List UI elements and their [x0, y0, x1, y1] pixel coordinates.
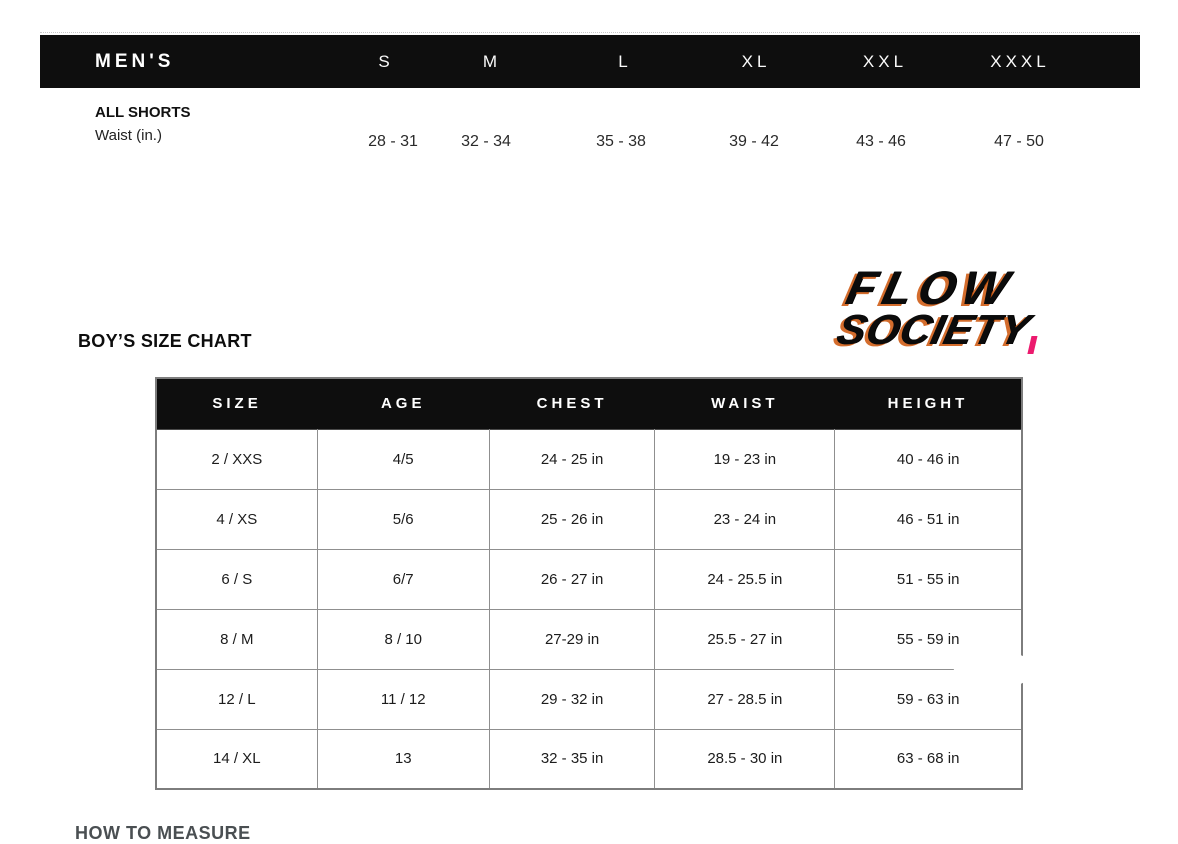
mens-size-bar: MEN'S S M L XL XXL XXXL: [40, 35, 1140, 88]
waist-in-label: Waist (in.): [95, 127, 162, 144]
cell-size: 2 / XXS: [155, 428, 318, 490]
cell-waist: 28.5 - 30 in: [654, 728, 836, 790]
cell-age: 8 / 10: [316, 608, 490, 670]
cell-age: 4/5: [316, 428, 490, 490]
cell-waist: 27 - 28.5 in: [654, 668, 836, 730]
column-header-size: SIZE: [156, 378, 318, 429]
cell-size: 12 / L: [155, 668, 318, 730]
mens-waist-l: 35 - 38: [596, 133, 646, 150]
mens-waist-m: 32 - 34: [461, 133, 511, 150]
cell-height: 46 - 51 in: [834, 488, 1023, 550]
table-row: 14 / XL 13 32 - 35 in 28.5 - 30 in 63 - …: [155, 728, 1023, 790]
all-shorts-label: ALL SHORTS: [95, 104, 191, 121]
boys-size-chart-title: BOY’S SIZE CHART: [78, 331, 252, 351]
table-header-row: SIZE AGE CHEST WAIST HEIGHT: [156, 378, 1022, 429]
column-header-chest: CHEST: [489, 378, 655, 429]
cell-chest: 25 - 26 in: [488, 488, 656, 550]
column-header-waist: WAIST: [654, 378, 835, 429]
logo-word-society: SOCIETY: [832, 306, 1035, 354]
cell-waist: 24 - 25.5 in: [654, 548, 836, 610]
cell-waist: 25.5 - 27 in: [654, 608, 836, 670]
cell-waist: 19 - 23 in: [654, 428, 836, 490]
cell-chest: 32 - 35 in: [488, 728, 656, 790]
cell-size: 14 / XL: [155, 728, 318, 790]
cell-age: 11 / 12: [316, 668, 490, 730]
cell-chest: 24 - 25 in: [488, 428, 656, 490]
dotted-divider: [40, 32, 1140, 33]
column-header-height: HEIGHT: [834, 378, 1022, 429]
mens-size-l: L: [618, 51, 632, 71]
cell-age: 6/7: [316, 548, 490, 610]
cell-chest: 27-29 in: [488, 608, 656, 670]
cell-height: 51 - 55 in: [834, 548, 1023, 610]
mens-waist-xxl: 43 - 46: [856, 133, 906, 150]
logo-word-flow: FLOW: [841, 261, 1021, 314]
flow-society-logo: FLOW SOCIETY: [832, 261, 1044, 354]
boys-size-table: SIZE AGE CHEST WAIST HEIGHT 2 / XXS 4/5 …: [155, 377, 1023, 790]
mens-size-xxxl: XXXL: [990, 51, 1050, 71]
mens-size-s: S: [378, 51, 394, 71]
table-row: 12 / L 11 / 12 29 - 32 in 27 - 28.5 in 5…: [155, 668, 1023, 730]
cell-age: 5/6: [316, 488, 490, 550]
mens-waist-xl: 39 - 42: [729, 133, 779, 150]
cell-waist: 23 - 24 in: [654, 488, 836, 550]
mens-waist-xxxl: 47 - 50: [994, 133, 1044, 150]
mens-size-xl: XL: [741, 51, 771, 71]
logo-pink-accent: [1027, 335, 1038, 354]
how-to-measure-heading: HOW TO MEASURE: [75, 823, 251, 843]
cell-size: 4 / XS: [155, 488, 318, 550]
cell-height: 40 - 46 in: [834, 428, 1023, 490]
mens-bar-title: MEN'S: [95, 50, 175, 72]
column-header-age: AGE: [317, 378, 490, 429]
cell-chest: 29 - 32 in: [488, 668, 656, 730]
table-row: 2 / XXS 4/5 24 - 25 in 19 - 23 in 40 - 4…: [155, 428, 1023, 490]
cell-chest: 26 - 27 in: [488, 548, 656, 610]
cell-size: 6 / S: [155, 548, 318, 610]
table-row: 8 / M 8 / 10 27-29 in 25.5 - 27 in 55 - …: [155, 608, 1023, 670]
cell-height: 63 - 68 in: [834, 728, 1023, 790]
mens-size-xxl: XXL: [862, 51, 908, 71]
mens-waist-s: 28 - 31: [368, 133, 418, 150]
cell-size: 8 / M: [155, 608, 318, 670]
table-row: 4 / XS 5/6 25 - 26 in 23 - 24 in 46 - 51…: [155, 488, 1023, 550]
mens-waist-values: 28 - 31 32 - 34 35 - 38 39 - 42 43 - 46 …: [0, 133, 1178, 155]
cell-age: 13: [316, 728, 490, 790]
table-row: 6 / S 6/7 26 - 27 in 24 - 25.5 in 51 - 5…: [155, 548, 1023, 610]
mens-size-m: M: [482, 51, 502, 71]
